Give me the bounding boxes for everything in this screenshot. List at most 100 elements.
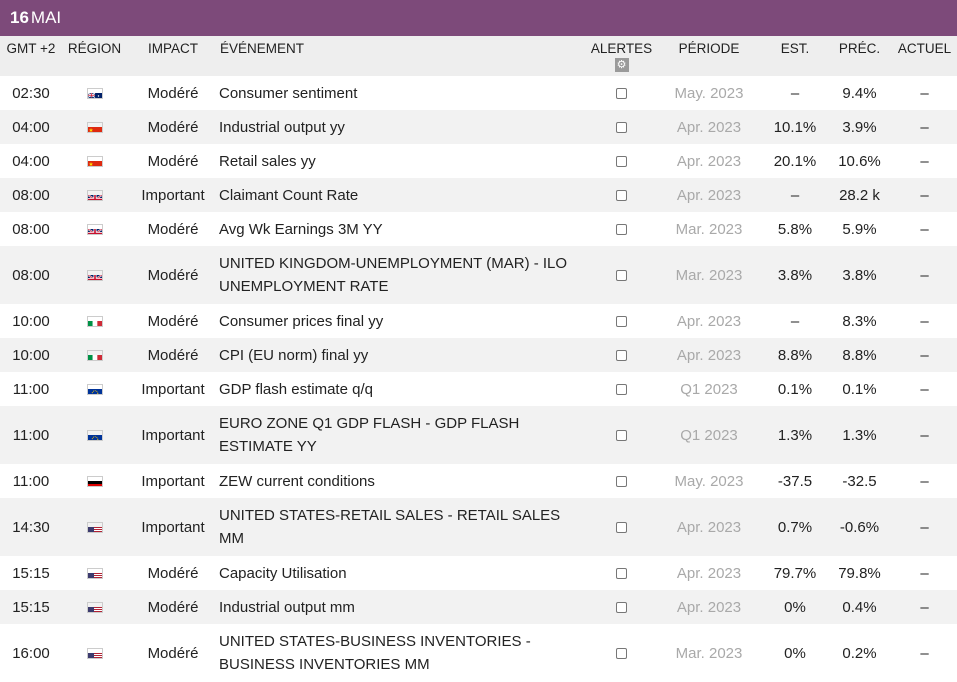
table-row[interactable]: 08:00 Modéré UNITED KINGDOM-UNEMPLOYMENT (… — [0, 246, 957, 304]
event-name[interactable]: CPI (EU norm) final yy — [219, 346, 369, 364]
alert-checkbox[interactable] — [616, 350, 627, 362]
event-time: 10:00 — [12, 346, 50, 364]
event-name[interactable]: Industrial output yy — [219, 118, 345, 136]
col-header-time[interactable]: GMT +2 — [0, 36, 62, 76]
event-time: 02:30 — [12, 84, 50, 102]
alert-checkbox[interactable] — [616, 122, 627, 134]
alert-cell — [588, 624, 655, 682]
date-header: 16 MAI — [0, 0, 957, 36]
event-actual: – — [920, 380, 929, 398]
table-row[interactable]: 08:00 Important Claimant Count Rate Apr. 20… — [0, 178, 957, 212]
event-time: 08:00 — [12, 220, 50, 238]
event-name[interactable]: Industrial output mm — [219, 598, 355, 616]
event-previous: 3.8% — [842, 266, 877, 284]
event-time: 04:00 — [12, 152, 50, 170]
region-flag — [62, 406, 127, 464]
event-previous: -0.6% — [839, 518, 880, 536]
china-flag-icon — [86, 122, 103, 134]
event-name[interactable]: UNITED KINGDOM-UNEMPLOYMENT (MAR) - ILO … — [219, 255, 568, 295]
alert-checkbox[interactable] — [616, 384, 627, 396]
italy-flag-icon — [86, 350, 103, 362]
col-header-event[interactable]: ÉVÉNEMENT — [219, 36, 588, 76]
alert-checkbox[interactable] — [616, 316, 627, 328]
event-previous: -32.5 — [842, 472, 877, 490]
event-name[interactable]: Capacity Utilisation — [219, 564, 347, 582]
col-header-prev[interactable]: PRÉC. — [827, 36, 892, 76]
event-time: 11:00 — [12, 380, 50, 398]
event-name[interactable]: Consumer sentiment — [219, 84, 358, 102]
table-row[interactable]: 11:00 Important EURO ZONE Q1 GDP FLASH - G… — [0, 406, 957, 464]
col-header-est[interactable]: EST. — [763, 36, 827, 76]
table-row[interactable]: 04:00 Modéré Retail sales yy Apr. 2023 20.1%… — [0, 144, 957, 178]
alert-checkbox[interactable] — [616, 224, 627, 236]
table-row[interactable]: 08:00 Modéré Avg Wk Earnings 3M YY Mar. 202… — [0, 212, 957, 246]
event-estimate: 1.3% — [777, 426, 813, 444]
alert-checkbox[interactable] — [616, 190, 627, 202]
col-header-region[interactable]: RÉGION — [62, 36, 127, 76]
event-period: Apr. 2023 — [676, 152, 742, 170]
event-name[interactable]: Retail sales yy — [219, 152, 316, 170]
germany-flag-icon — [86, 476, 103, 488]
alert-checkbox[interactable] — [616, 270, 627, 282]
col-header-period[interactable]: PÉRIODE — [655, 36, 763, 76]
event-actual: – — [920, 346, 929, 364]
united-states-flag-icon — [86, 568, 103, 580]
table-row[interactable]: 15:15 Modéré Capacity Utilisation Apr. 2023… — [0, 556, 957, 590]
united-kingdom-flag-icon — [86, 190, 103, 202]
event-impact: Modéré — [147, 118, 199, 136]
event-period: Mar. 2023 — [675, 644, 743, 662]
region-flag — [62, 76, 127, 110]
table-row[interactable]: 15:15 Modéré Industrial output mm Apr. 2023… — [0, 590, 957, 624]
event-estimate: 0.1% — [777, 380, 813, 398]
event-name[interactable]: EURO ZONE Q1 GDP FLASH - GDP FLASH ESTIM… — [219, 415, 520, 455]
table-row[interactable]: 10:00 Modéré CPI (EU norm) final yy Apr. 20… — [0, 338, 957, 372]
table-row[interactable]: 16:00 Modéré UNITED STATES-BUSINESS INVENT… — [0, 624, 957, 682]
alert-cell — [588, 338, 655, 372]
region-flag — [62, 556, 127, 590]
event-estimate: – — [790, 186, 800, 204]
table-row[interactable]: 11:00 Important GDP flash estimate q/q Q1 2… — [0, 372, 957, 406]
col-header-impact[interactable]: IMPACT — [127, 36, 219, 76]
event-period: May. 2023 — [674, 472, 744, 490]
gear-icon[interactable]: ⚙ — [614, 58, 629, 72]
col-header-actual[interactable]: ACTUEL — [892, 36, 957, 76]
event-time: 16:00 — [12, 644, 50, 662]
alert-checkbox[interactable] — [616, 522, 627, 534]
region-flag — [62, 338, 127, 372]
event-name[interactable]: ZEW current conditions — [219, 472, 375, 490]
event-period: Q1 2023 — [680, 426, 738, 444]
region-flag — [62, 464, 127, 498]
table-row[interactable]: 14:30 Important UNITED STATES-RETAIL SALES… — [0, 498, 957, 556]
event-impact: Modéré — [147, 84, 199, 102]
alert-checkbox[interactable] — [616, 568, 627, 580]
alert-cell — [588, 178, 655, 212]
event-name[interactable]: UNITED STATES-RETAIL SALES - RETAIL SALE… — [219, 507, 561, 547]
event-name[interactable]: Consumer prices final yy — [219, 312, 384, 330]
alert-cell — [588, 304, 655, 338]
event-name[interactable]: Claimant Count Rate — [219, 186, 359, 204]
alert-checkbox[interactable] — [616, 648, 627, 660]
table-row[interactable]: 04:00 Modéré Industrial output yy Apr. 2023… — [0, 110, 957, 144]
event-estimate: – — [790, 312, 800, 330]
table-row[interactable]: 10:00 Modéré Consumer prices final yy Apr. … — [0, 304, 957, 338]
date-month: MAI — [30, 8, 62, 27]
col-header-alerts-label: ALERTES — [590, 41, 653, 56]
alert-checkbox[interactable] — [616, 156, 627, 168]
event-period: Apr. 2023 — [676, 186, 742, 204]
event-actual: – — [920, 598, 929, 616]
event-name[interactable]: GDP flash estimate q/q — [219, 380, 373, 398]
alert-checkbox[interactable] — [616, 88, 627, 100]
event-actual: – — [920, 518, 929, 536]
event-estimate: 0% — [784, 598, 806, 616]
date-day: 16 — [10, 8, 29, 27]
alert-checkbox[interactable] — [616, 476, 627, 488]
event-name[interactable]: UNITED STATES-BUSINESS INVENTORIES - BUS… — [219, 633, 531, 673]
event-previous: 0.1% — [842, 380, 877, 398]
table-row[interactable]: 02:30 Modéré Consumer sentiment May. 2023 – 9… — [0, 76, 957, 110]
table-row[interactable]: 11:00 Important ZEW current conditions May.… — [0, 464, 957, 498]
alert-checkbox[interactable] — [616, 602, 627, 614]
event-time: 11:00 — [12, 426, 50, 444]
event-name[interactable]: Avg Wk Earnings 3M YY — [219, 220, 383, 238]
event-previous: 0.4% — [842, 598, 877, 616]
alert-checkbox[interactable] — [616, 430, 627, 442]
